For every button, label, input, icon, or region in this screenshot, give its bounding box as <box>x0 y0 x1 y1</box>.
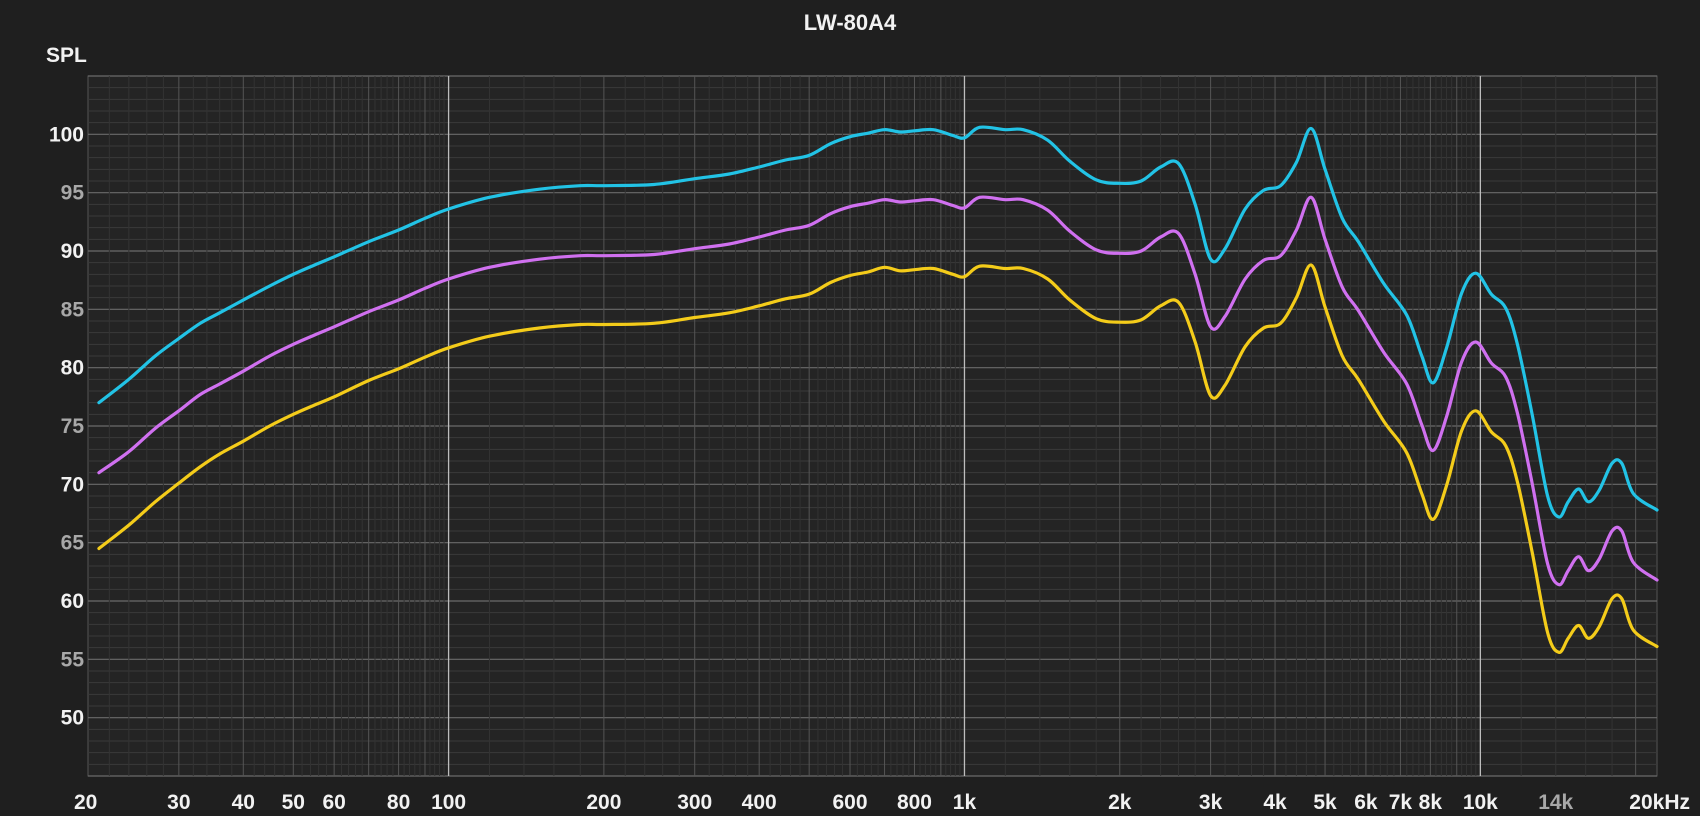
x-tick-label: 7k <box>1389 791 1413 814</box>
y-axis-label: SPL <box>46 44 87 67</box>
x-tick-label: 100 <box>431 791 466 814</box>
x-tick-label: 800 <box>897 791 932 814</box>
y-tick-labels: 100 95 90 85 80 75 70 65 60 55 50 <box>49 123 84 729</box>
x-tick-label: 600 <box>832 791 867 814</box>
x-tick-labels: 20 30 40 50 60 80 100 200 300 400 600 800 1k 2k 3k 4k 5k… <box>74 791 1690 814</box>
series-line-1 <box>97 125 1659 519</box>
grid <box>87 75 1658 777</box>
x-tick-label: 5k <box>1313 791 1337 814</box>
x-tick-label: 20kHz <box>1629 791 1690 814</box>
x-tick-label: 50 <box>282 791 305 814</box>
x-tick-label: 40 <box>232 791 255 814</box>
y-tick-label: 90 <box>61 240 84 263</box>
y-tick-label: 65 <box>61 532 85 555</box>
y-tick-label: 100 <box>49 123 84 146</box>
y-tick-label: 50 <box>61 707 84 730</box>
y-tick-label: 55 <box>61 648 85 671</box>
x-tick-label: 4k <box>1263 791 1287 814</box>
x-tick-label: 300 <box>677 791 712 814</box>
x-tick-label: 2k <box>1108 791 1132 814</box>
x-tick-label: 1k <box>953 791 977 814</box>
x-tick-label: 3k <box>1199 791 1223 814</box>
x-tick-label: 14k <box>1538 791 1573 814</box>
x-tick-label: 10k <box>1463 791 1498 814</box>
y-tick-label: 95 <box>61 182 85 205</box>
x-tick-label: 20 <box>74 791 97 814</box>
y-tick-label: 75 <box>61 415 85 438</box>
x-tick-label: 400 <box>742 791 777 814</box>
y-tick-label: 85 <box>61 298 85 321</box>
x-tick-label: 30 <box>167 791 190 814</box>
x-tick-label: 80 <box>387 791 410 814</box>
x-tick-label: 8k <box>1419 791 1443 814</box>
y-tick-label: 70 <box>61 473 84 496</box>
series-layer <box>97 125 1659 654</box>
x-tick-label: 60 <box>322 791 345 814</box>
y-tick-label: 60 <box>61 590 84 613</box>
x-tick-label: 200 <box>586 791 621 814</box>
chart-title: LW-80A4 <box>804 10 897 35</box>
y-tick-label: 80 <box>61 357 84 380</box>
x-tick-label: 6k <box>1354 791 1378 814</box>
series-line-3 <box>97 263 1659 654</box>
series-line-2 <box>97 195 1659 587</box>
